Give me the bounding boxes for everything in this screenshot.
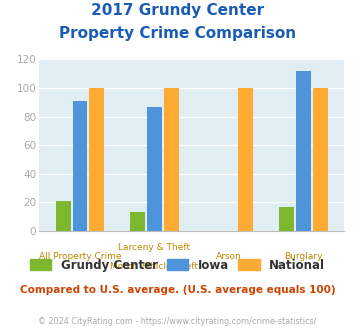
Text: Burglary: Burglary: [284, 251, 323, 261]
Bar: [279, 207, 294, 231]
Text: Larceny & Theft: Larceny & Theft: [119, 243, 191, 252]
Text: 2017 Grundy Center: 2017 Grundy Center: [91, 3, 264, 18]
Text: Motor Vehicle Theft: Motor Vehicle Theft: [110, 262, 198, 271]
Bar: [56, 201, 71, 231]
Bar: [238, 88, 253, 231]
Bar: [164, 88, 179, 231]
Text: Property Crime Comparison: Property Crime Comparison: [59, 26, 296, 41]
Bar: [296, 71, 311, 231]
Bar: [313, 88, 328, 231]
Text: Arson: Arson: [216, 251, 242, 261]
Bar: [130, 213, 145, 231]
Bar: [147, 107, 162, 231]
Text: All Property Crime: All Property Crime: [39, 251, 121, 261]
Text: © 2024 CityRating.com - https://www.cityrating.com/crime-statistics/: © 2024 CityRating.com - https://www.city…: [38, 317, 317, 326]
Text: Compared to U.S. average. (U.S. average equals 100): Compared to U.S. average. (U.S. average …: [20, 285, 335, 295]
Bar: [72, 101, 87, 231]
Legend: Grundy Center, Iowa, National: Grundy Center, Iowa, National: [26, 255, 329, 275]
Bar: [89, 88, 104, 231]
